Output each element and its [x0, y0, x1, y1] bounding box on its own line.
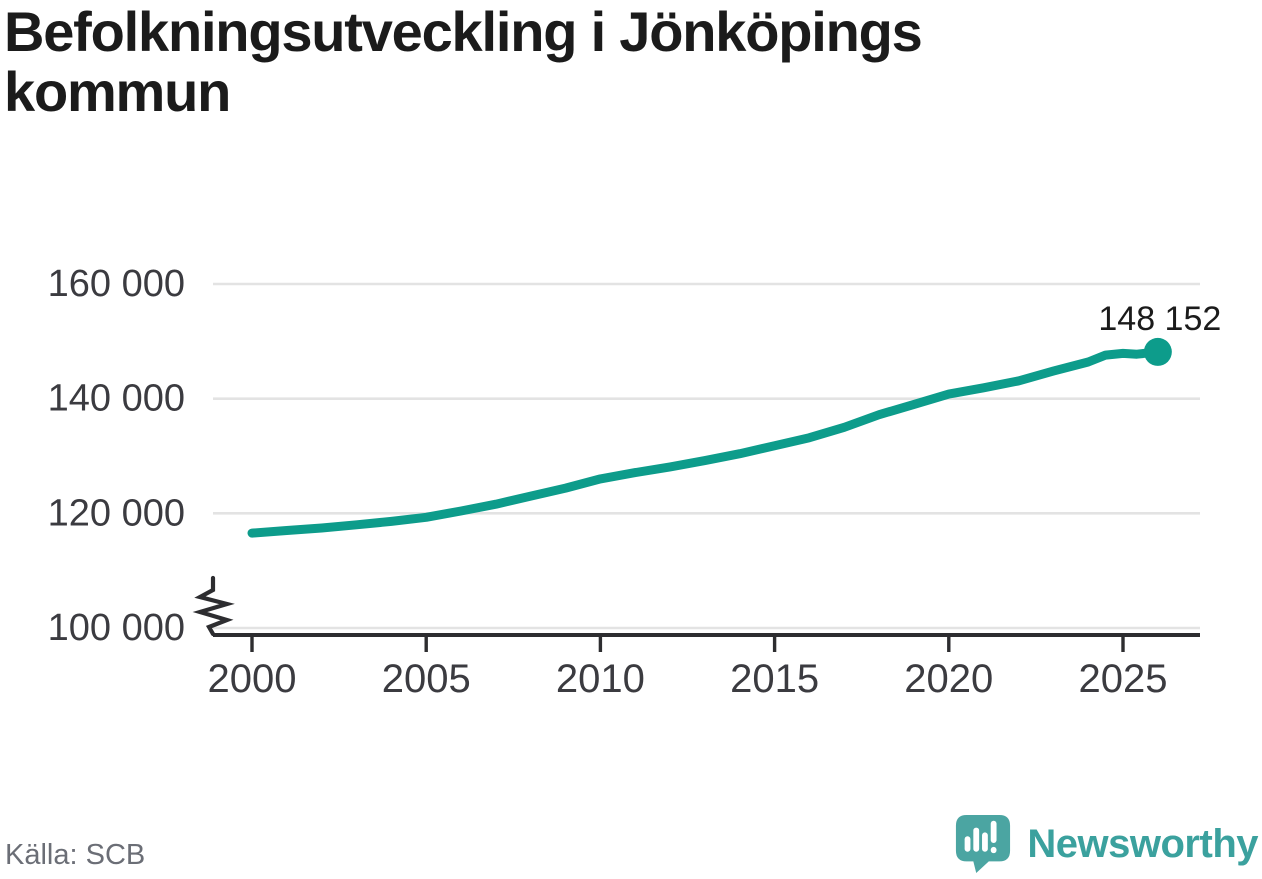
logo-bar-3: [982, 832, 989, 852]
logo-bar-2: [973, 827, 980, 852]
y-axis-break-icon: [192, 575, 235, 637]
logo-exclamation-bar: [991, 820, 997, 844]
end-point-label: 148 152: [1098, 300, 1221, 338]
logo-bar-1: [965, 836, 971, 852]
x-tick-label: 2010: [556, 657, 645, 701]
page-title: Befolkningsutveckling i Jönköpings kommu…: [4, 0, 923, 123]
logo-exclamation-dot: [991, 846, 997, 854]
population-line: [247, 347, 1163, 538]
x-tick-label: 2005: [382, 657, 471, 701]
x-tick-label: 2015: [730, 657, 819, 701]
y-tick-label: 160 000: [48, 263, 185, 305]
y-tick-label: 120 000: [48, 492, 185, 534]
brand-lockup: Newsworthy: [954, 812, 1258, 876]
x-tick-label: 2020: [904, 657, 993, 701]
newsworthy-logo-icon: [956, 815, 1011, 873]
x-tick-label: 2000: [208, 657, 297, 701]
end-point-marker: [1143, 337, 1172, 366]
source-note: Källa: SCB: [5, 839, 146, 871]
y-tick-label: 140 000: [48, 378, 185, 420]
y-tick-label: 100 000: [48, 607, 185, 649]
brand-name: Newsworthy: [1027, 821, 1258, 866]
x-tick-label: 2025: [1079, 657, 1168, 701]
